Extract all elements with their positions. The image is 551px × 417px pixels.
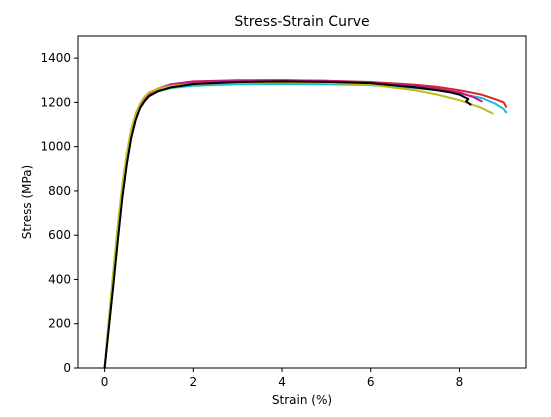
series-line-5 — [103, 80, 472, 369]
y-tick-label: 200 — [48, 317, 71, 331]
series-line-1 — [103, 79, 508, 369]
series-line-4 — [103, 81, 494, 369]
x-tick-label: 8 — [456, 375, 464, 389]
y-tick-label: 1000 — [40, 140, 71, 154]
x-axis-ticks: 0 2 4 6 8 — [101, 368, 463, 389]
y-axis-ticks: 0 200 400 600 800 1000 1200 1400 — [40, 51, 78, 375]
series-line-2 — [103, 83, 508, 369]
y-axis-label: Stress (MPa) — [20, 165, 34, 239]
chart-title: Stress-Strain Curve — [234, 14, 369, 30]
x-axis-label: Strain (%) — [272, 393, 332, 407]
y-tick-label: 400 — [48, 272, 71, 286]
x-tick-label: 6 — [367, 375, 375, 389]
x-tick-label: 4 — [278, 375, 286, 389]
series-line-3 — [103, 79, 483, 369]
y-tick-label: 800 — [48, 184, 71, 198]
y-tick-label: 1200 — [40, 95, 71, 109]
plot-area — [103, 79, 508, 369]
x-tick-label: 0 — [101, 375, 109, 389]
y-tick-label: 0 — [63, 361, 71, 375]
x-tick-label: 2 — [190, 375, 198, 389]
y-tick-label: 1400 — [40, 51, 71, 65]
y-tick-label: 600 — [48, 228, 71, 242]
plot-frame — [77, 35, 527, 369]
